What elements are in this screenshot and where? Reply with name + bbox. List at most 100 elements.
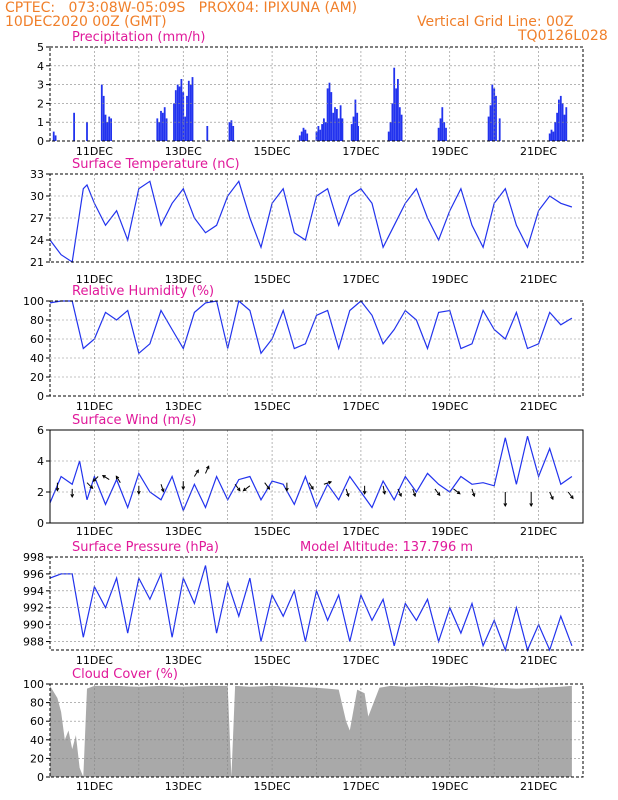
cloud-cover-area	[50, 685, 572, 777]
x-tick-label: 17DEC	[342, 145, 379, 158]
series-line	[49, 299, 573, 355]
y-tick-label: 100	[23, 678, 44, 691]
precip-bar	[104, 114, 107, 141]
wind-arrow	[160, 484, 165, 493]
x-tick-label: 21DEC	[520, 654, 557, 667]
wind-arrow-shaft	[397, 488, 402, 497]
wind-arrow-shaft	[471, 488, 475, 497]
plot-frame	[49, 556, 584, 651]
precip-bar	[330, 92, 333, 141]
precip-bar	[558, 99, 560, 141]
precip-bar	[352, 116, 355, 141]
wind-arrow	[92, 476, 99, 483]
precip-bar	[160, 110, 162, 141]
wind-arrow	[434, 488, 441, 497]
wind-arrow	[70, 488, 75, 498]
wind-arrow-shaft	[86, 482, 93, 489]
x-tick-label: 17DEC	[342, 525, 379, 538]
wind-arrow-head	[160, 488, 165, 493]
precip-bar	[548, 133, 551, 141]
panel-title: Surface Temperature (nC)	[72, 157, 240, 172]
precip-bar	[334, 107, 336, 141]
y-tick-label: 0	[37, 517, 44, 530]
y-tick-label: 30	[30, 190, 44, 203]
wind-arrow	[397, 488, 402, 498]
y-tick-label: 4	[37, 60, 44, 73]
precip-bar	[563, 114, 566, 141]
panel-4: 0 2 4 6 11DEC 13DEC 15DEC 17DEC 19DEC 21DEC Surfac…	[37, 413, 584, 538]
wind-arrow-head	[471, 493, 476, 498]
precip-bar	[321, 124, 323, 141]
y-tick-label: 0	[37, 390, 44, 403]
wind-arrow	[382, 485, 387, 495]
y-tick-label: 2	[37, 97, 44, 110]
wind-arrow	[549, 491, 554, 501]
precip-bar	[550, 129, 553, 141]
precip-bar	[191, 77, 194, 141]
precip-bar	[391, 103, 394, 141]
x-tick-label: 19DEC	[431, 273, 468, 286]
y-tick-label: 6	[37, 424, 44, 437]
wind-arrow	[234, 483, 241, 492]
wind-arrow-head	[382, 490, 387, 495]
x-tick-label: 11DEC	[76, 400, 113, 413]
precip-bar	[337, 118, 340, 141]
wind-arrow-shaft	[382, 485, 386, 494]
y-tick-label: 988	[23, 636, 44, 649]
x-tick-label: 21DEC	[520, 145, 557, 158]
y-tick-label: 80	[30, 697, 44, 710]
wind-arrow	[529, 492, 534, 508]
wind-arrow-head	[92, 478, 97, 483]
wind-arrow	[242, 485, 251, 492]
y-tick-label: 33	[30, 168, 44, 181]
panel-title: Relative Humidity (%)	[72, 284, 214, 299]
wind-arrow-head	[550, 496, 554, 501]
y-tick-label: 2	[37, 486, 44, 499]
x-tick-label: 17DEC	[342, 654, 379, 667]
precip-bar	[189, 84, 192, 141]
precip-bar	[110, 118, 112, 141]
precip-bar	[350, 124, 353, 141]
wind-arrow	[567, 491, 574, 500]
y-tick-label: 24	[30, 234, 44, 247]
y-tick-label: 40	[30, 734, 44, 747]
precip-bar	[387, 131, 390, 141]
x-tick-label: 15DEC	[254, 145, 291, 158]
precip-bar	[156, 118, 159, 141]
x-tick-label: 13DEC	[165, 780, 202, 793]
wind-arrow-head	[529, 503, 534, 508]
precip-bar	[339, 105, 342, 141]
plot-frame	[49, 429, 584, 524]
panel-title: Cloud Cover (%)	[72, 667, 178, 682]
y-tick-label: 20	[30, 371, 44, 384]
precip-bar	[487, 116, 490, 141]
panel-title: Precipitation (mm/h)	[72, 30, 205, 45]
y-tick-label: 992	[23, 602, 44, 615]
wind-arrow	[471, 488, 476, 498]
y-tick-label: 990	[23, 619, 44, 632]
y-tick-label: 100	[23, 295, 44, 308]
x-tick-label: 21DEC	[520, 525, 557, 538]
wind-arrow	[323, 480, 333, 485]
precip-bar	[489, 105, 492, 141]
header-location: CPTEC: 073:08W-05:09S PROX04: IPIXUNA (A…	[5, 0, 358, 16]
precip-bar	[354, 99, 357, 141]
wind-arrow-head	[195, 469, 199, 474]
panel-title: Surface Wind (m/s)	[72, 413, 196, 428]
precip-bar	[187, 80, 190, 141]
precip-bar	[180, 79, 183, 141]
panel-1: 0 1 2 3 4 5 11DEC 13DEC 15DEC 17DEC 19DEC 21DEC Prec…	[37, 30, 584, 158]
wind-arrow	[345, 488, 350, 498]
wind-arrow-head	[456, 490, 461, 495]
precip-bar	[176, 84, 179, 141]
x-tick-label: 15DEC	[254, 273, 291, 286]
y-tick-label: 998	[23, 551, 44, 564]
plot-frame	[49, 683, 584, 778]
precip-bar	[108, 116, 111, 141]
wind-arrow	[115, 475, 121, 483]
wind-arrow-head	[242, 487, 247, 492]
precip-bar	[230, 120, 233, 141]
wind-arrow-shaft	[412, 488, 416, 497]
precip-bar	[232, 126, 235, 141]
